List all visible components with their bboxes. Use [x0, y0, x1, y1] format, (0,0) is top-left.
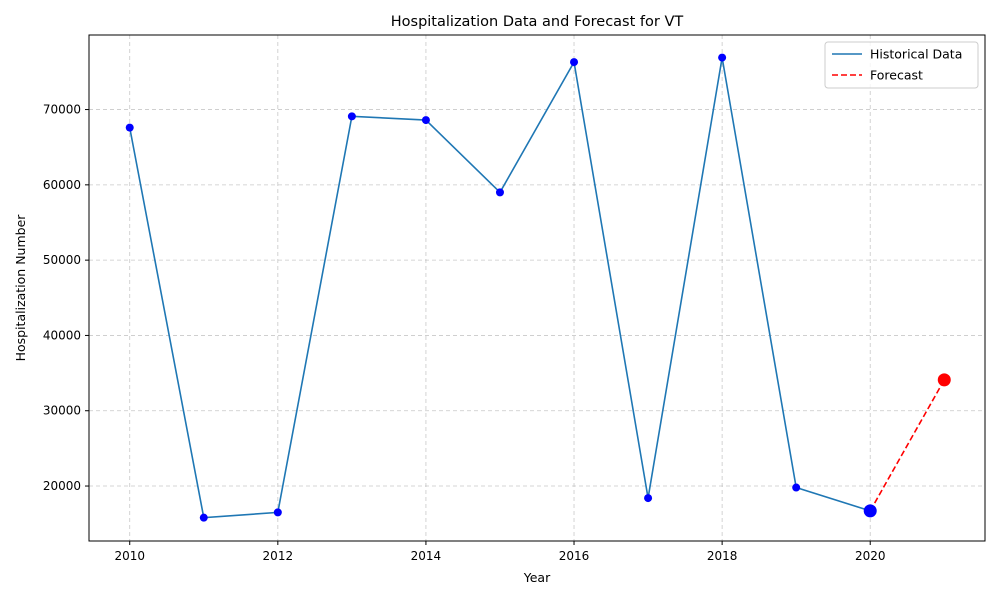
historical-point: [644, 494, 653, 503]
x-tick-label: 2018: [707, 549, 738, 563]
legend-label-forecast: Forecast: [870, 68, 923, 83]
y-tick-label: 60000: [43, 178, 81, 192]
y-axis-ticks: 20000 30000 40000 50000 60000 70000: [43, 103, 89, 493]
historical-point: [125, 123, 134, 132]
chart-title: Hospitalization Data and Forecast for VT: [391, 14, 684, 30]
plot-frame: [88, 34, 986, 542]
legend-label-historical: Historical Data: [870, 47, 962, 62]
y-tick-label: 40000: [43, 328, 81, 342]
x-tick-label: 2020: [855, 549, 886, 563]
x-tick-label: 2012: [263, 549, 294, 563]
y-tick-label: 20000: [43, 479, 81, 493]
x-tick-label: 2010: [114, 549, 145, 563]
historical-point: [199, 513, 208, 522]
y-axis-label: Hospitalization Number: [13, 214, 28, 362]
x-axis-ticks: 2010 2012 2014 2016 2018 2020: [114, 541, 885, 563]
data-points: [125, 53, 951, 522]
historical-point: [570, 58, 579, 67]
y-tick-label: 30000: [43, 404, 81, 418]
historical-point: [495, 188, 504, 197]
forecast-line: [869, 379, 945, 512]
historical-point: [273, 508, 282, 517]
legend-box: [824, 41, 979, 89]
historical-point: [421, 116, 430, 125]
legend: Historical Data Forecast: [824, 41, 979, 89]
historical-point: [792, 483, 801, 492]
last-historical-point: [863, 504, 877, 518]
forecast-point: [937, 373, 951, 387]
historical-point: [718, 53, 727, 62]
x-tick-label: 2014: [411, 549, 442, 563]
x-axis-label: Year: [523, 570, 551, 585]
y-tick-label: 70000: [43, 103, 81, 117]
x-tick-label: 2016: [559, 549, 590, 563]
y-tick-label: 50000: [43, 253, 81, 267]
historical-point: [347, 112, 356, 121]
